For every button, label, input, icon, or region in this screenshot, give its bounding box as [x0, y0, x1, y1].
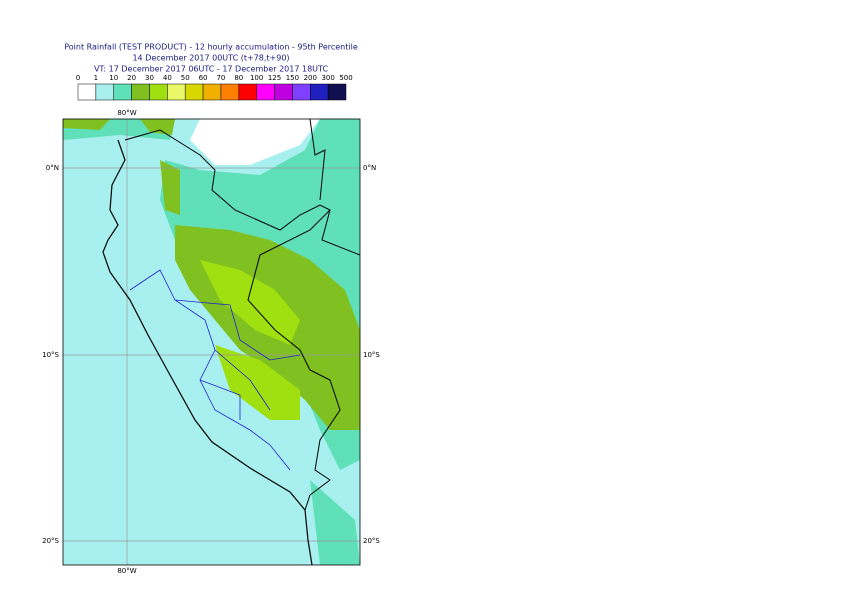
rain-field	[310, 480, 360, 565]
valid-time: VT: 17 December 2017 06UTC - 17 December…	[94, 65, 328, 74]
legend-label: 200	[304, 74, 317, 82]
legend-swatch	[77, 83, 97, 101]
lat-label: 10°S	[42, 351, 59, 359]
legend-label: 70	[216, 74, 225, 82]
legend-label: 150	[286, 74, 299, 82]
rain-field	[160, 160, 180, 215]
legend-swatch	[256, 83, 275, 101]
legend-label: 30	[145, 74, 154, 82]
lon-label: 80°W	[117, 109, 136, 117]
legend-label: 20	[127, 74, 136, 82]
legend-label: 0	[76, 74, 80, 82]
legend-swatch	[202, 83, 222, 101]
lat-label: 20°S	[42, 537, 59, 545]
lat-label: 0°N	[46, 164, 59, 172]
dry-field	[190, 119, 320, 165]
run-info: 14 December 2017 00UTC (t+78,t+90)	[132, 54, 289, 63]
lat-label: 0°N	[363, 164, 376, 172]
legend-label: 40	[163, 74, 172, 82]
lat-label: 20°S	[363, 537, 380, 545]
legend-label: 80	[234, 74, 243, 82]
map-frame	[62, 118, 361, 566]
legend-label: 100	[250, 74, 263, 82]
legend-swatch	[220, 83, 240, 101]
legend-label: 10	[109, 74, 118, 82]
legend-label: 60	[199, 74, 208, 82]
legend-label: 125	[268, 74, 281, 82]
rain-field	[63, 119, 110, 130]
legend-swatch	[95, 83, 114, 101]
legend-swatch	[131, 83, 150, 101]
legend-swatch	[310, 83, 329, 101]
legend-swatch	[274, 83, 293, 101]
legend-label: 1	[94, 74, 98, 82]
legend-label: 500	[339, 74, 352, 82]
rain-field	[215, 345, 300, 420]
legend-swatch	[113, 83, 132, 101]
legend-swatch	[184, 83, 204, 101]
title: Point Rainfall (TEST PRODUCT) - 12 hourl…	[64, 43, 358, 52]
legend-label: 300	[321, 74, 334, 82]
legend-swatch	[238, 83, 257, 101]
map: 80°W 80°W 0°N 0°N 10°S 10°S 20°S 20°S	[42, 109, 380, 575]
legend-label: 50	[181, 74, 190, 82]
legend-swatch	[149, 83, 168, 101]
legend-swatch	[292, 83, 311, 101]
legend-swatch	[327, 83, 347, 101]
legend-swatch	[167, 83, 186, 101]
graticule	[63, 119, 360, 565]
borders	[102, 119, 360, 565]
rain-field	[140, 119, 175, 135]
lon-label: 80°W	[117, 567, 136, 575]
legend: 0 1 10 20 30 40 50 60 70 80 100 125 150 200 300 500	[76, 74, 353, 101]
lat-label: 10°S	[363, 351, 380, 359]
